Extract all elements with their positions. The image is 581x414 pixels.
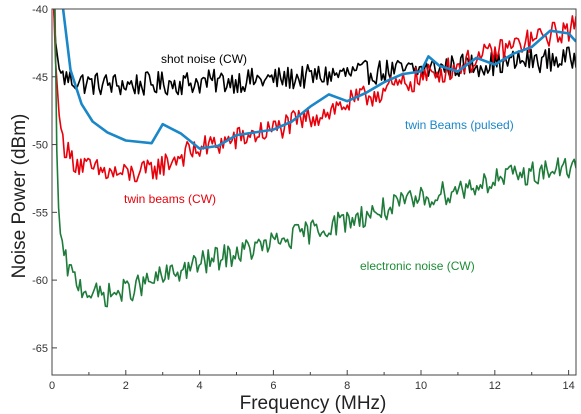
y-axis-title: Noise Power (dBm) [9, 114, 30, 279]
label-electronic-noise: electronic noise (CW) [360, 259, 475, 273]
x-tick-label: 14 [562, 380, 574, 392]
y-tick-label: -60 [32, 275, 48, 287]
y-tick-label: -65 [32, 343, 48, 355]
series-line-shot-noise-cw [53, 9, 576, 96]
x-tick-label: 12 [489, 380, 501, 392]
x-tick-label: 2 [123, 380, 129, 392]
x-tick-label: 0 [49, 380, 55, 392]
y-axis-ticks: -40 -45 -50 -55 -60 -65 [32, 4, 57, 355]
y-tick-label: -50 [32, 140, 48, 152]
series-line-twin-beams-cw [53, 9, 576, 183]
label-shot-noise: shot noise (CW) [161, 52, 247, 66]
x-tick-label: 10 [415, 380, 427, 392]
x-tick-label: 6 [270, 380, 276, 392]
series-line-twin-beams-pulsed [61, 9, 576, 150]
series-line-electronic-noise-cw [54, 9, 576, 308]
label-twin-beams-pulsed: twin Beams (pulsed) [405, 118, 514, 132]
y-tick-label: -55 [32, 207, 48, 219]
x-axis-ticks: 0 2 4 6 8 10 12 14 [49, 370, 575, 392]
x-tick-label: 4 [197, 380, 203, 392]
x-tick-label: 8 [344, 380, 350, 392]
y-tick-label: -45 [32, 72, 48, 84]
plot-frame [51, 8, 577, 376]
series-layer [53, 9, 576, 308]
y-tick-label: -40 [32, 4, 48, 16]
x-axis-title: Frequency (MHz) [240, 393, 387, 414]
label-twin-beams-cw: twin beams (CW) [124, 192, 216, 206]
